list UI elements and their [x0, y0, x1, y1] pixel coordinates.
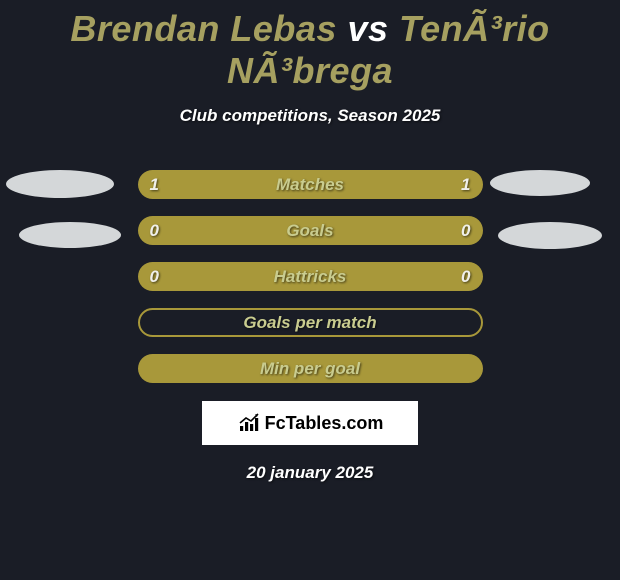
- stat-value-right: 0: [461, 221, 470, 241]
- decorative-ellipse-0: [6, 170, 114, 198]
- stats-area: 1 Matches 1 0 Goals 0 0 Hattricks 0 Goals per mat…: [0, 170, 620, 383]
- stat-value-left: 0: [150, 221, 159, 241]
- decorative-ellipse-2: [490, 170, 590, 196]
- stat-label: Hattricks: [274, 267, 347, 287]
- logo-text: FcTables.com: [265, 413, 384, 434]
- subtitle: Club competitions, Season 2025: [0, 106, 620, 126]
- player1-name: Brendan Lebas: [70, 8, 337, 49]
- chart-icon: [237, 412, 263, 434]
- stat-value-left: 1: [150, 175, 159, 195]
- stat-value-left: 0: [150, 267, 159, 287]
- stat-value-right: 1: [461, 175, 470, 195]
- decorative-ellipse-1: [19, 222, 121, 248]
- date-text: 20 january 2025: [0, 463, 620, 483]
- stat-label: Goals: [286, 221, 333, 241]
- logo-box: FcTables.com: [202, 401, 418, 445]
- stat-label: Goals per match: [243, 313, 376, 333]
- decorative-ellipse-3: [498, 222, 602, 249]
- vs-separator: vs: [337, 8, 399, 49]
- stat-value-right: 0: [461, 267, 470, 287]
- stat-row-goals-per-match: Goals per match: [138, 308, 483, 337]
- stat-row-hattricks: 0 Hattricks 0: [138, 262, 483, 291]
- stat-label: Matches: [276, 175, 344, 195]
- stat-row-matches: 1 Matches 1: [138, 170, 483, 199]
- stat-rows: 1 Matches 1 0 Goals 0 0 Hattricks 0 Goals per mat…: [138, 170, 483, 383]
- stat-label: Min per goal: [260, 359, 360, 379]
- stat-row-min-per-goal: Min per goal: [138, 354, 483, 383]
- comparison-title: Brendan Lebas vs TenÃ³rio NÃ³brega: [0, 0, 620, 92]
- stat-row-goals: 0 Goals 0: [138, 216, 483, 245]
